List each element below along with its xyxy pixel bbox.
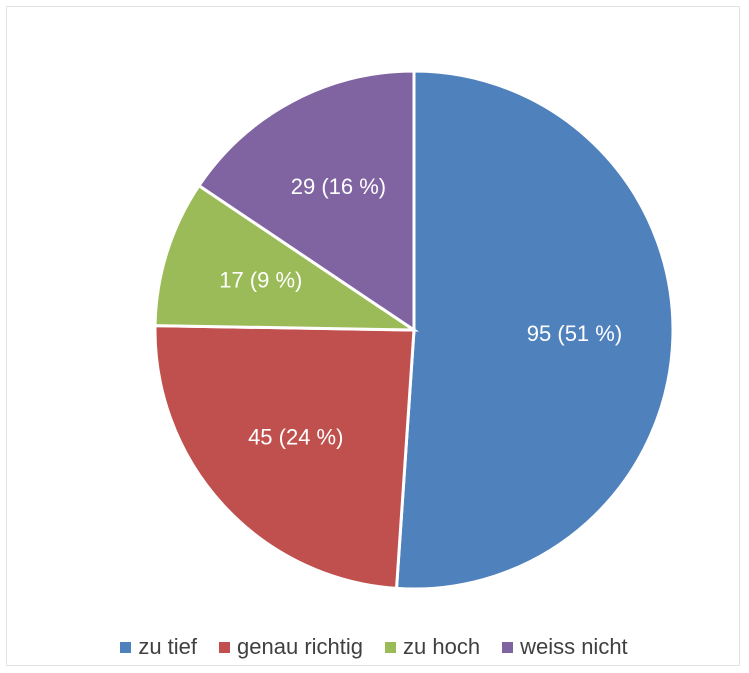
legend-swatch-genau-richtig (219, 641, 231, 653)
data-label-genau-richtig: 45 (24 %) (248, 424, 343, 449)
legend-label: weiss nicht (520, 634, 628, 659)
legend-item-weiss-nicht: weiss nicht (502, 634, 628, 660)
legend-item-zu-tief: zu tief (120, 634, 197, 660)
legend-item-zu-hoch: zu hoch (385, 634, 480, 660)
pie-slices (153, 69, 675, 591)
legend-label: zu tief (138, 634, 198, 659)
legend-swatch-zu-hoch (385, 641, 397, 653)
legend-swatch-weiss-nicht (502, 641, 514, 653)
pie-slice-genau-richtig (153, 324, 416, 591)
legend-label: zu hoch (403, 634, 481, 659)
pie-slice-weiss-nicht (196, 69, 416, 333)
legend-swatch-zu-tief (120, 641, 132, 653)
pie-chart: 95 (51 %) 45 (24 %) 17 (9 %) 29 (16 %) (153, 69, 675, 591)
data-label-zu-hoch: 17 (9 %) (219, 268, 302, 293)
chart-frame: 95 (51 %) 45 (24 %) 17 (9 %) 29 (16 %) zu t… (6, 6, 740, 666)
pie-labels: 95 (51 %) 45 (24 %) 17 (9 %) 29 (16 %) (219, 174, 622, 449)
legend-item-genau-richtig: genau richtig (219, 634, 363, 660)
pie-slice-zu-tief (394, 69, 675, 591)
pie-slice-zu-hoch (153, 183, 420, 332)
legend-label: genau richtig (237, 634, 364, 659)
legend: zu tief genau richtig zu hoch weiss nich… (7, 631, 741, 663)
data-label-weiss-nicht: 29 (16 %) (291, 174, 386, 199)
data-label-zu-tief: 95 (51 %) (527, 321, 622, 346)
